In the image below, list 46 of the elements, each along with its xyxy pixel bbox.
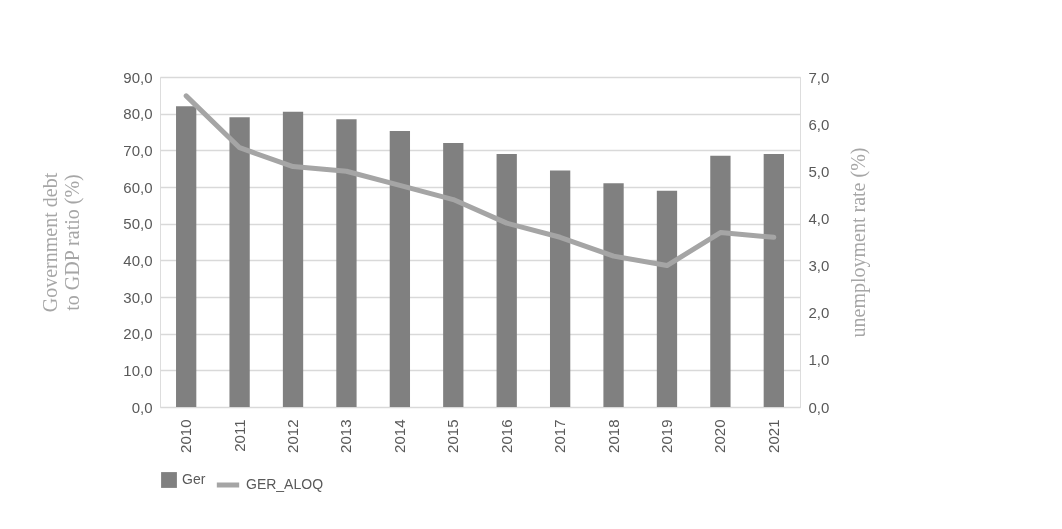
bar — [336, 119, 357, 407]
x-tick-label: 2013 — [337, 419, 355, 453]
y2-tick-label: 3,0 — [808, 257, 830, 275]
x-tick-label: 2012 — [284, 419, 302, 453]
x-tick-label: 2021 — [764, 419, 782, 453]
y2-tick-label: 1,0 — [808, 351, 830, 369]
bar — [176, 106, 197, 407]
bar — [549, 170, 571, 407]
x-tick-label: 2015 — [444, 419, 462, 453]
y2-tick-label: 2,0 — [808, 304, 830, 322]
x-tick-label: 2020 — [711, 419, 729, 453]
y2-tick-label: 5,0 — [808, 162, 830, 180]
bar — [656, 190, 678, 407]
y-tick-label: 0,0 — [131, 398, 153, 416]
legend-label: GER_ALOQ — [246, 476, 324, 492]
x-tick-label: 2014 — [390, 419, 408, 453]
y-tick-label: 30,0 — [123, 288, 153, 306]
x-tick-label: 2018 — [604, 419, 622, 453]
legend-label: Ger — [182, 471, 206, 487]
x-tick-label: 2011 — [230, 419, 248, 452]
y-tick-label: 40,0 — [123, 251, 153, 269]
y2-tick-label: 0,0 — [808, 398, 830, 416]
bar — [603, 183, 624, 407]
bar — [282, 111, 304, 407]
y-tick-label: 90,0 — [123, 68, 153, 86]
x-tick-label: 2016 — [497, 419, 515, 453]
y-tick-label: 20,0 — [123, 325, 153, 343]
y-axis-title: Government debt to GDP ratio (%) — [39, 172, 85, 313]
x-tick-label: 2019 — [657, 419, 675, 453]
bar — [443, 143, 464, 407]
bar — [496, 154, 517, 407]
y2-tick-label: 4,0 — [808, 209, 830, 227]
y-tick-label: 70,0 — [123, 141, 153, 159]
y-tick-label: 50,0 — [123, 215, 153, 233]
bar — [389, 130, 411, 407]
bar — [229, 117, 250, 407]
y-tick-label: 60,0 — [123, 178, 153, 196]
y2-tick-label: 6,0 — [808, 115, 830, 133]
y2-tick-label: 7,0 — [808, 68, 830, 86]
x-tick-label: 2010 — [177, 419, 195, 453]
y-tick-label: 80,0 — [123, 105, 153, 123]
y2-axis-title: unemployment rate (%) — [847, 147, 871, 338]
y-tick-label: 10,0 — [123, 361, 153, 379]
bar — [763, 154, 784, 407]
x-tick-label: 2017 — [551, 419, 569, 453]
bar — [710, 155, 731, 407]
